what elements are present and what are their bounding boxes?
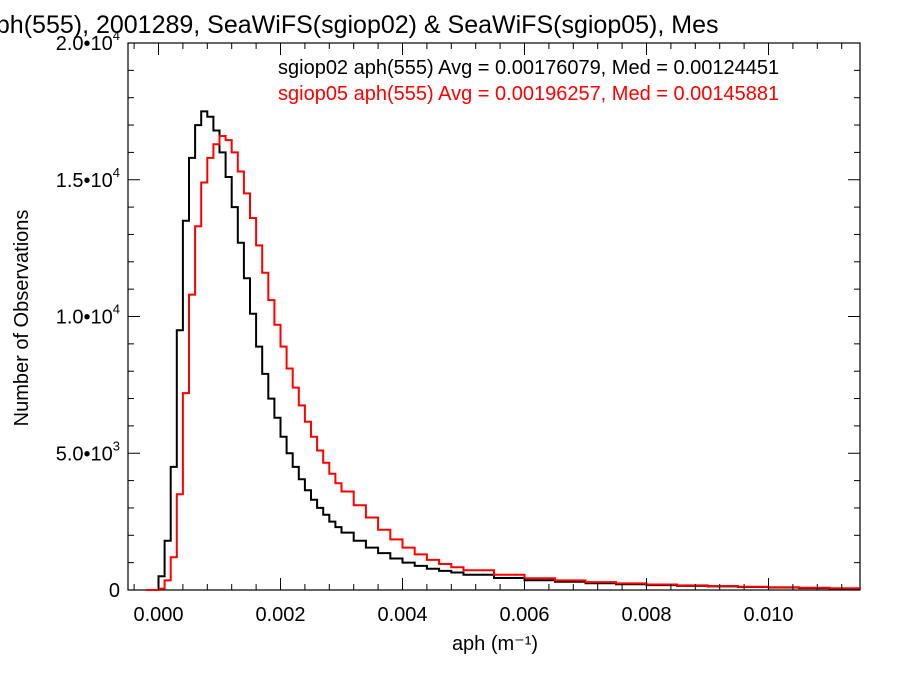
chart-title: aph(555), 2001289, SeaWiFS(sgiop02) & Se… xyxy=(0,11,718,39)
y-tick-label: 1.0•104 xyxy=(56,302,120,329)
x-tick-label: 0.006 xyxy=(499,604,549,626)
y-tick-label: 0 xyxy=(109,580,120,602)
x-tick-label: 0.002 xyxy=(255,604,305,626)
series-line-sgiop02 xyxy=(146,110,861,591)
y-tick-label: 2.0•104 xyxy=(56,28,120,55)
x-tick-label: 0.004 xyxy=(377,604,427,626)
x-axis-label: aph (m⁻¹) xyxy=(452,633,538,655)
y-tick-label: 5.0•103 xyxy=(56,438,120,465)
x-tick-label: 0.000 xyxy=(133,604,183,626)
series-layer xyxy=(146,110,861,591)
y-axis-label: Number of Observations xyxy=(11,210,33,427)
x-tick-label: 0.010 xyxy=(743,604,793,626)
series-annotation-sgiop05: sgiop05 aph(555) Avg = 0.00196257, Med =… xyxy=(278,83,779,105)
x-tick-label: 0.008 xyxy=(621,604,671,626)
series-annotation-sgiop02: sgiop02 aph(555) Avg = 0.00176079, Med =… xyxy=(278,57,779,79)
axes-layer: 0.000 0.002 0.004 0.006 0.008 0.010 0 5.0•103 1.… xyxy=(56,28,860,626)
y-tick-label: 1.5•104 xyxy=(56,165,120,192)
series-line-sgiop05 xyxy=(146,135,861,591)
